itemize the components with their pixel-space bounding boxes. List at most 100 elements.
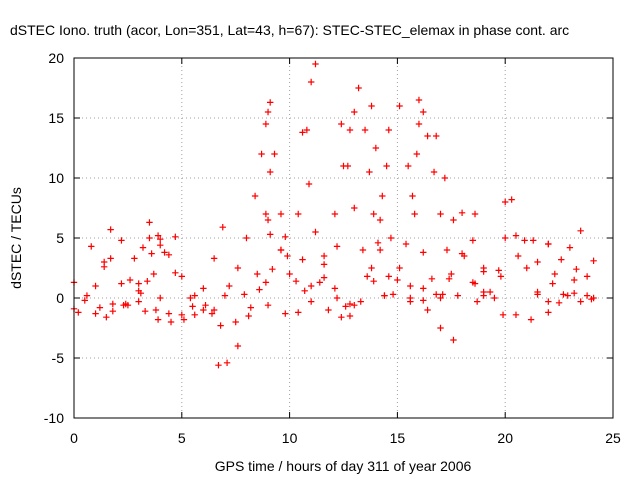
data-point xyxy=(235,343,241,349)
data-point xyxy=(552,271,558,277)
data-point xyxy=(405,163,411,169)
data-point xyxy=(368,265,374,271)
data-point xyxy=(379,193,385,199)
data-series xyxy=(75,235,153,317)
data-point xyxy=(424,133,430,139)
data-series xyxy=(347,127,392,319)
data-point xyxy=(179,273,185,279)
data-point xyxy=(140,244,146,250)
data-point xyxy=(308,298,314,304)
data-point xyxy=(88,243,94,249)
data-point xyxy=(362,127,368,133)
data-point xyxy=(233,319,239,325)
y-tick-label: 20 xyxy=(48,50,64,66)
data-point xyxy=(103,314,109,320)
data-point xyxy=(334,295,340,301)
data-series xyxy=(215,169,273,369)
x-tick-label: 25 xyxy=(605,430,621,446)
grid-lines xyxy=(74,58,613,418)
data-point xyxy=(351,109,357,115)
x-tick-label: 5 xyxy=(178,430,186,446)
data-point xyxy=(267,231,273,237)
data-series xyxy=(513,266,580,323)
data-point xyxy=(142,308,148,314)
data-point xyxy=(577,228,583,234)
data-point xyxy=(403,241,409,247)
data-point xyxy=(545,241,551,247)
data-point xyxy=(92,310,98,316)
data-point xyxy=(267,99,273,105)
data-point xyxy=(308,79,314,85)
data-point xyxy=(267,169,273,175)
data-point xyxy=(321,253,327,259)
data-point xyxy=(131,255,137,261)
data-point xyxy=(351,302,357,308)
data-series xyxy=(286,61,318,277)
data-series xyxy=(534,228,584,298)
data-point xyxy=(256,286,262,292)
data-point xyxy=(375,240,381,246)
data-point xyxy=(226,283,232,289)
data-point xyxy=(321,274,327,280)
data-point xyxy=(282,310,288,316)
data-point xyxy=(386,127,392,133)
data-point xyxy=(107,255,113,261)
data-series xyxy=(459,210,506,318)
data-point xyxy=(364,273,370,279)
data-point xyxy=(571,290,577,296)
data-point xyxy=(189,303,195,309)
data-point xyxy=(92,283,98,289)
data-series xyxy=(308,109,358,289)
data-point xyxy=(437,211,443,217)
data-point xyxy=(358,298,364,304)
data-point xyxy=(144,278,150,284)
data-point xyxy=(265,217,271,223)
data-point xyxy=(480,268,486,274)
data-point xyxy=(573,266,579,272)
data-point xyxy=(373,145,379,151)
data-point xyxy=(498,273,504,279)
data-point xyxy=(433,291,439,297)
y-tick-label: 0 xyxy=(56,290,64,306)
data-point xyxy=(282,234,288,240)
data-point xyxy=(366,169,372,175)
data-series xyxy=(265,217,353,307)
data-point xyxy=(295,309,301,315)
data-series xyxy=(267,99,308,294)
x-tick-label: 10 xyxy=(282,430,298,446)
data-point xyxy=(370,211,376,217)
chart-title: dSTEC Iono. truth (acor, Lon=351, Lat=43… xyxy=(10,22,569,38)
data-series xyxy=(338,121,388,299)
data-point xyxy=(500,312,506,318)
data-point xyxy=(172,234,178,240)
data-point xyxy=(450,217,456,223)
data-point xyxy=(118,237,124,243)
data-point xyxy=(301,288,307,294)
data-series xyxy=(211,109,271,313)
data-point xyxy=(347,127,353,133)
data-point xyxy=(243,235,249,241)
data-point xyxy=(487,289,493,295)
data-point xyxy=(386,273,392,279)
data-point xyxy=(577,298,583,304)
data-point xyxy=(394,277,400,283)
data-point xyxy=(455,292,461,298)
data-point xyxy=(416,121,422,127)
data-point xyxy=(258,151,264,157)
data-point xyxy=(388,235,394,241)
data-point xyxy=(217,322,223,328)
data-point xyxy=(286,271,292,277)
y-tick-label: 15 xyxy=(48,110,64,126)
data-point xyxy=(97,304,103,310)
data-series xyxy=(103,236,163,320)
data-point xyxy=(278,211,284,217)
data-point xyxy=(263,121,269,127)
data-point xyxy=(168,319,174,325)
data-point xyxy=(235,265,241,271)
data-point xyxy=(338,314,344,320)
data-point xyxy=(515,253,521,259)
data-series xyxy=(125,234,179,309)
data-point xyxy=(368,103,374,109)
data-series xyxy=(325,240,381,321)
